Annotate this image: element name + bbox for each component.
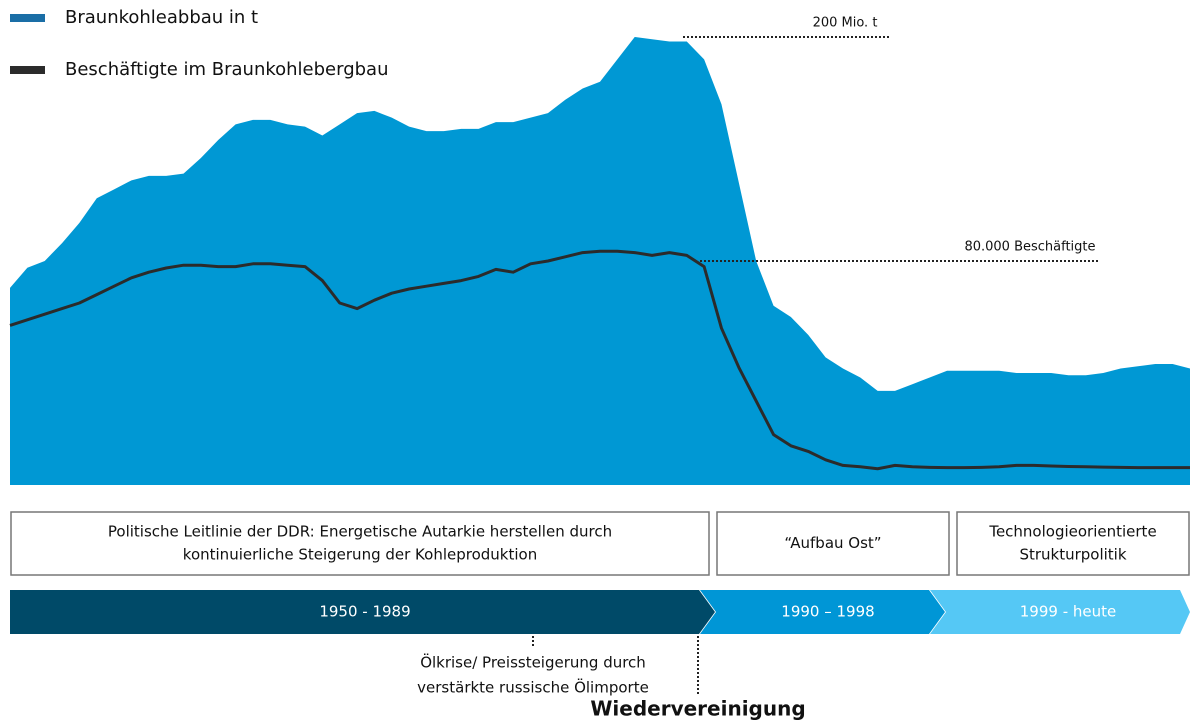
period-arrow bbox=[930, 590, 1190, 634]
phase-box bbox=[716, 511, 950, 576]
legend-label: Beschäftigte im Braunkohlebergbau bbox=[65, 59, 389, 80]
phase-text: Technologieorientierte bbox=[988, 523, 1156, 541]
line bbox=[9, 249, 1190, 471]
phase-box bbox=[956, 511, 1190, 576]
reference-label: 200 Mio. t bbox=[813, 16, 878, 31]
legend-swatch bbox=[10, 14, 45, 22]
period-arrow bbox=[700, 590, 945, 634]
period-label: 1950 - 1989 bbox=[319, 603, 410, 621]
event-text: Ölkrise/ Preissteigerung durch bbox=[420, 653, 646, 672]
phase-text: kontinuierliche Steigerung der Kohleprod… bbox=[183, 546, 537, 564]
event-text: verstärkte russische Ölimporte bbox=[417, 678, 649, 697]
legend-label: Braunkohleabbau in t bbox=[65, 7, 258, 28]
phase-text: Strukturpolitik bbox=[1019, 546, 1126, 564]
period-arrow bbox=[10, 590, 715, 634]
reference-label: 80.000 Beschäftigte bbox=[964, 240, 1095, 255]
legend-swatch bbox=[10, 66, 45, 74]
event-text: Wiedervereinigung bbox=[590, 697, 805, 721]
phase-text: “Aufbau Ost” bbox=[784, 534, 881, 552]
area bbox=[10, 37, 1190, 485]
phase-box bbox=[10, 511, 710, 576]
period-label: 1999 - heute bbox=[1020, 603, 1116, 621]
phase-text: Politische Leitlinie der DDR: Energetisc… bbox=[108, 523, 612, 541]
period-label: 1990 – 1998 bbox=[781, 603, 874, 621]
